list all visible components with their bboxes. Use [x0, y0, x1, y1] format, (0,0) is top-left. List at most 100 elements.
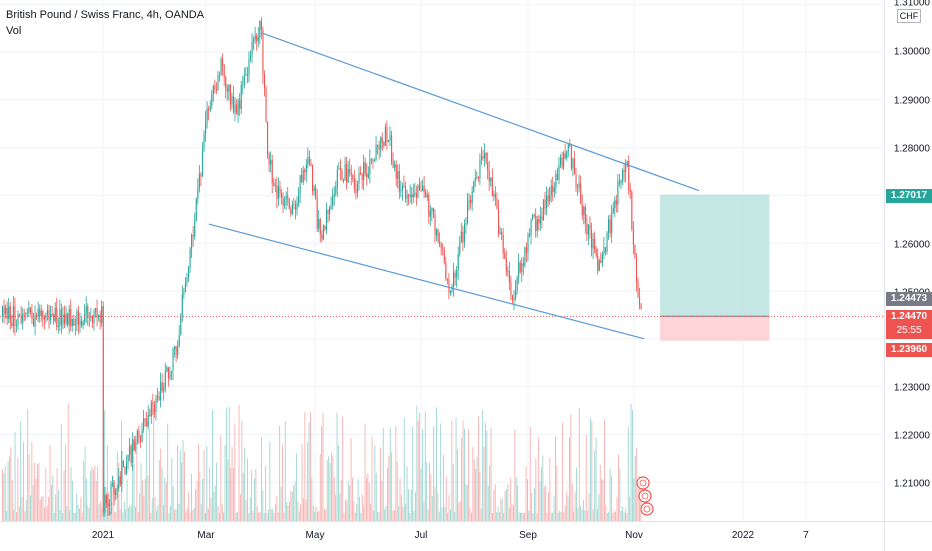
candle-body	[488, 170, 490, 182]
last-price-value: 1.24470	[890, 311, 928, 322]
volume-bar	[143, 495, 145, 521]
candle-body	[411, 194, 413, 198]
candle-body	[556, 173, 558, 181]
volume-bar	[153, 408, 155, 521]
volume-bar	[535, 458, 537, 521]
candle-body	[60, 309, 62, 325]
candle-body	[291, 204, 293, 214]
volume-bar	[34, 462, 36, 521]
volume-bar	[258, 512, 260, 521]
volume-bar	[86, 478, 87, 521]
price-plot[interactable]	[0, 0, 884, 521]
volume-bar	[597, 508, 598, 521]
candle-body	[129, 446, 131, 455]
candle-body	[262, 29, 264, 75]
volume-bar	[93, 469, 94, 521]
candle-body	[639, 297, 641, 306]
volume-bar	[451, 420, 453, 521]
volume-bar	[60, 424, 62, 521]
volume-bar	[448, 495, 450, 521]
candle-body	[26, 312, 28, 314]
candle-body	[293, 204, 295, 205]
candle-body	[298, 195, 300, 203]
candle-body	[172, 349, 174, 371]
candle-body	[98, 315, 100, 318]
volume-indicator-label[interactable]: Vol	[6, 25, 22, 37]
price-tick: 1.28000	[893, 143, 930, 155]
volume-bar	[168, 512, 170, 521]
candle-body	[223, 65, 225, 78]
candle-body	[454, 272, 456, 278]
candle-body	[124, 466, 126, 474]
volume-bar	[461, 438, 463, 521]
candle-body	[364, 162, 366, 173]
volume-bar	[193, 507, 195, 521]
candle-body	[101, 306, 103, 323]
volume-bar	[426, 461, 428, 521]
volume-bar	[238, 404, 240, 521]
candle-body	[589, 224, 591, 231]
last-price-tag: 1.24470 25:55	[886, 310, 932, 339]
volume-bar	[20, 421, 22, 521]
volume-bar	[101, 507, 103, 521]
volume-bar	[392, 510, 394, 521]
candle-body	[400, 190, 402, 192]
candle-body	[146, 421, 148, 427]
volume-bar	[606, 512, 608, 521]
candle-body	[542, 199, 545, 220]
symbol-title[interactable]: British Pound / Swiss Franc, 4h, OANDA	[6, 9, 205, 21]
volume-bar	[588, 493, 590, 521]
volume-bar	[149, 428, 150, 521]
candle-body	[561, 157, 563, 168]
candle-body	[493, 194, 495, 196]
volume-bar	[74, 512, 76, 521]
candle-body	[104, 495, 106, 513]
volume-bar	[196, 481, 198, 521]
candle-body	[294, 204, 297, 210]
candle-body	[237, 100, 239, 115]
volume-bar	[475, 468, 477, 521]
volume-bar	[532, 512, 534, 521]
volume-bar	[409, 512, 411, 521]
candle-body	[508, 270, 510, 283]
volume-bar	[367, 473, 369, 521]
candle-body	[635, 257, 638, 282]
candle-body	[214, 85, 216, 89]
candle-body	[504, 253, 506, 259]
candle-body	[290, 209, 292, 214]
candle-body	[160, 382, 162, 401]
axis-corner	[884, 521, 932, 551]
volume-bar	[70, 466, 72, 521]
candle-body	[17, 314, 19, 325]
candle-body	[467, 201, 469, 223]
time-axis[interactable]: 2021 Mar May Jul Sep Nov 2022 7	[0, 521, 884, 551]
candle-body	[308, 157, 310, 164]
volume-bar	[602, 479, 604, 521]
volume-bar	[487, 486, 489, 521]
candle-body	[56, 307, 58, 328]
candle-body	[532, 214, 534, 220]
candle-body	[456, 269, 458, 278]
candle-body	[31, 312, 33, 320]
volume-bar	[594, 450, 596, 521]
candle-body	[242, 84, 244, 86]
chart-area[interactable]: British Pound / Swiss Franc, 4h, OANDA V…	[0, 0, 884, 521]
volume-bar	[500, 499, 502, 521]
candle-body	[366, 172, 368, 178]
volume-bar	[336, 412, 338, 521]
candle-body	[484, 152, 486, 159]
candle-body	[141, 429, 143, 442]
candle-body	[507, 270, 509, 272]
volume-bar	[210, 497, 212, 521]
volume-bar	[276, 496, 278, 521]
candle-body	[426, 194, 428, 198]
candle-body	[553, 187, 555, 192]
candle-body	[268, 154, 270, 165]
candle-body	[361, 173, 363, 181]
volume-bar	[240, 494, 241, 521]
volume-bar	[146, 418, 148, 521]
price-axis[interactable]: 1.31000 CHF 1.30000 1.29000 1.28000 1.26…	[884, 0, 932, 521]
chart-legend: British Pound / Swiss Franc, 4h, OANDA V…	[6, 7, 204, 39]
volume-bar	[592, 509, 594, 521]
currency-badge[interactable]: CHF	[897, 9, 921, 23]
